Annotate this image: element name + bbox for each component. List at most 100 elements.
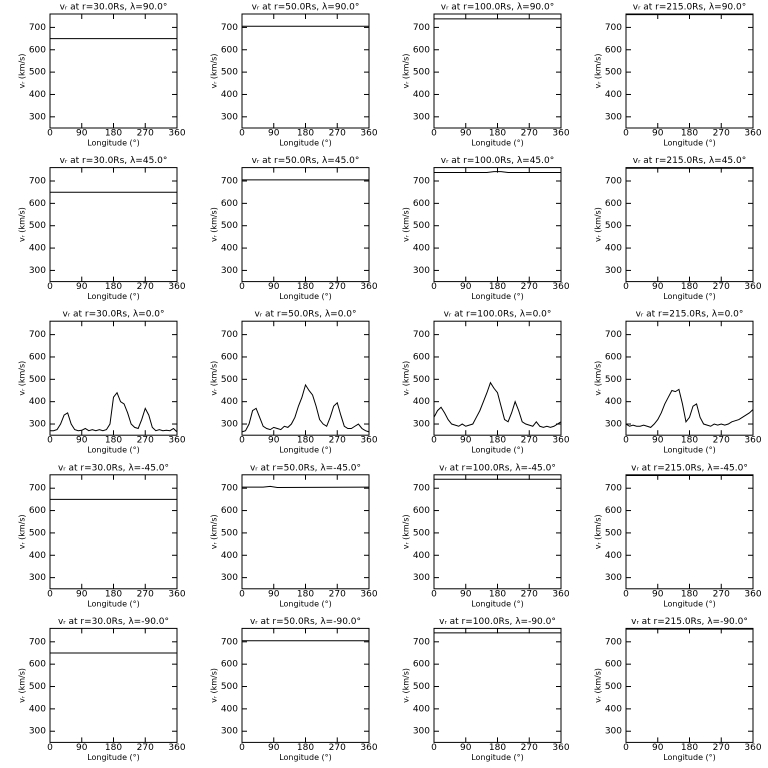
data-line (242, 485, 370, 489)
y-tick-label: 400 (221, 551, 238, 561)
x-tick-label: 90 (652, 589, 664, 599)
panel-title: vᵣ at r=50.0Rs, λ=-45.0° (250, 463, 361, 473)
y-axis-label: vᵣ (km/s) (18, 361, 27, 396)
x-tick-label: 360 (552, 436, 569, 446)
x-tick-label: 90 (652, 129, 664, 139)
y-tick-label: 400 (221, 704, 238, 714)
x-axis-label: Longitude (°) (87, 753, 140, 762)
y-tick-label: 400 (221, 244, 238, 254)
x-tick-label: 270 (521, 282, 538, 292)
y-tick-label: 600 (605, 45, 622, 55)
panel-title: vᵣ at r=100.0Rs, λ=90.0° (441, 3, 555, 13)
y-tick-label: 300 (605, 420, 622, 430)
x-tick-label: 270 (521, 743, 538, 753)
x-tick-label: 0 (239, 282, 245, 292)
y-tick-label: 300 (221, 727, 238, 737)
y-tick-label: 400 (413, 551, 430, 561)
x-tick-label: 0 (431, 129, 437, 139)
x-tick-label: 180 (297, 282, 314, 292)
plot-frame (625, 474, 754, 590)
y-tick-label: 600 (605, 506, 622, 516)
panel: vᵣ at r=50.0Rs, λ=0.0° vᵣ (km/s) Longitude… (210, 310, 378, 455)
x-tick-label: 270 (713, 282, 730, 292)
y-axis-label: vᵣ (km/s) (594, 207, 603, 242)
x-tick-label: 0 (623, 589, 629, 599)
y-tick-label: 700 (413, 484, 430, 494)
plot-frame (49, 474, 178, 590)
x-tick-label: 180 (105, 743, 122, 753)
y-tick-label: 500 (29, 682, 46, 692)
y-tick-label: 600 (221, 352, 238, 362)
y-tick-label: 400 (413, 90, 430, 100)
y-tick-label: 500 (413, 528, 430, 538)
y-tick-label: 400 (413, 704, 430, 714)
x-tick-label: 0 (47, 589, 53, 599)
x-axis-label: Longitude (°) (471, 446, 524, 455)
x-axis-label: Longitude (°) (663, 292, 716, 301)
x-tick-label: 0 (623, 129, 629, 139)
panel-title: vᵣ at r=50.0Rs, λ=90.0° (252, 3, 360, 13)
y-tick-label: 400 (605, 551, 622, 561)
y-axis-label: vᵣ (km/s) (402, 361, 411, 396)
y-tick-label: 400 (605, 397, 622, 407)
x-tick-label: 270 (329, 589, 346, 599)
y-tick-label: 700 (605, 330, 622, 340)
plot-frame (625, 627, 754, 743)
plot-frame (433, 627, 562, 743)
y-tick-label: 300 (605, 573, 622, 583)
panel-title: vᵣ at r=100.0Rs, λ=0.0° (444, 310, 552, 320)
x-tick-label: 90 (76, 282, 88, 292)
x-tick-label: 0 (623, 743, 629, 753)
data-line (241, 383, 370, 433)
x-tick-label: 270 (713, 743, 730, 753)
y-tick-label: 400 (29, 397, 46, 407)
y-tick-label: 300 (29, 266, 46, 276)
y-axis-label: vᵣ (km/s) (210, 207, 219, 242)
x-tick-label: 270 (713, 129, 730, 139)
y-tick-label: 700 (413, 637, 430, 647)
panel: vᵣ at r=215.0Rs, λ=-45.0° vᵣ (km/s) Longit… (594, 463, 762, 608)
y-tick-label: 600 (413, 45, 430, 55)
x-tick-label: 180 (489, 436, 506, 446)
y-tick-label: 500 (413, 682, 430, 692)
y-tick-label: 600 (221, 660, 238, 670)
panel-title: vᵣ at r=215.0Rs, λ=90.0° (633, 3, 747, 13)
panel-title: vᵣ at r=50.0Rs, λ=0.0° (254, 310, 356, 320)
x-tick-label: 90 (460, 129, 472, 139)
x-tick-label: 0 (47, 436, 53, 446)
x-tick-label: 0 (239, 436, 245, 446)
y-tick-label: 400 (29, 244, 46, 254)
x-tick-label: 90 (460, 436, 472, 446)
panel: vᵣ at r=215.0Rs, λ=45.0° vᵣ (km/s) Longitu… (594, 156, 762, 301)
x-tick-label: 180 (297, 129, 314, 139)
x-axis-label: Longitude (°) (87, 599, 140, 608)
y-tick-label: 400 (413, 397, 430, 407)
y-tick-label: 300 (605, 112, 622, 122)
x-axis-label: Longitude (°) (87, 292, 140, 301)
panel-title: vᵣ at r=30.0Rs, λ=-90.0° (58, 617, 169, 627)
x-axis-label: Longitude (°) (279, 753, 332, 762)
x-tick-label: 180 (105, 589, 122, 599)
panel-title: vᵣ at r=30.0Rs, λ=90.0° (60, 3, 168, 13)
y-tick-label: 600 (29, 45, 46, 55)
y-axis-label: vᵣ (km/s) (210, 54, 219, 89)
y-axis-label: vᵣ (km/s) (210, 514, 219, 549)
x-tick-label: 360 (552, 589, 569, 599)
y-tick-label: 600 (221, 199, 238, 209)
y-tick-label: 500 (29, 528, 46, 538)
y-tick-label: 700 (29, 484, 46, 494)
y-tick-label: 400 (29, 704, 46, 714)
plot-frame (241, 167, 370, 283)
y-tick-label: 400 (221, 90, 238, 100)
y-tick-label: 700 (221, 330, 238, 340)
y-tick-label: 700 (605, 177, 622, 187)
panel: vᵣ at r=30.0Rs, λ=-45.0° vᵣ (km/s) Longitu… (18, 463, 186, 608)
x-tick-label: 90 (652, 743, 664, 753)
panel: vᵣ at r=100.0Rs, λ=45.0° vᵣ (km/s) Longitu… (402, 156, 570, 301)
y-tick-label: 500 (605, 528, 622, 538)
panel-title: vᵣ at r=215.0Rs, λ=0.0° (636, 310, 744, 320)
panel: vᵣ at r=215.0Rs, λ=0.0° vᵣ (km/s) Longitud… (594, 310, 762, 455)
x-tick-label: 0 (239, 589, 245, 599)
x-tick-label: 180 (297, 743, 314, 753)
